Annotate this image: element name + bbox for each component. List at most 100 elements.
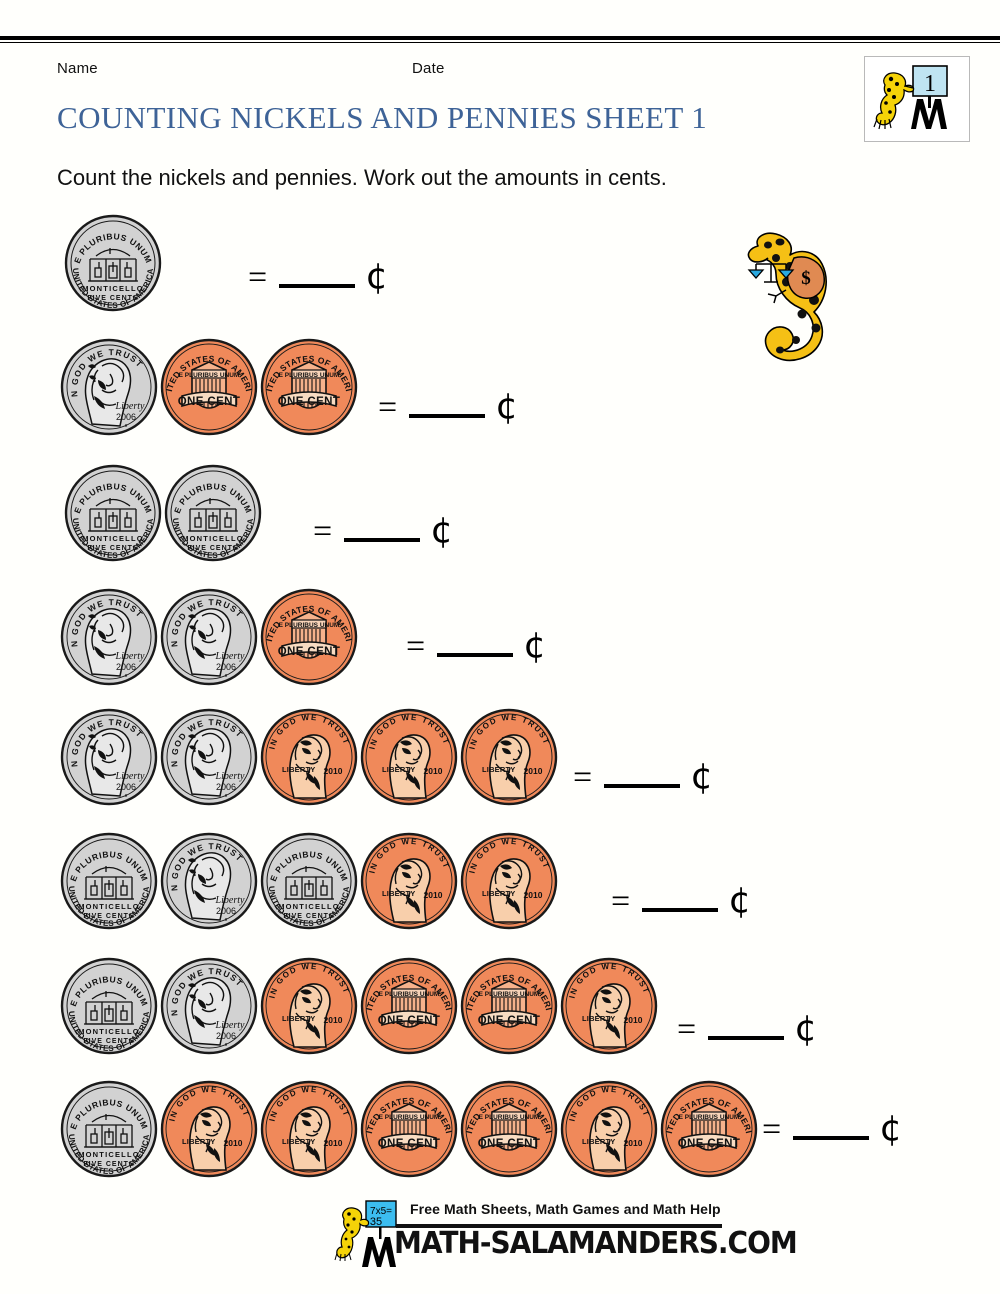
nickel-heads-coin-icon: IN GOD WE TRUST Liberty 2006 s <box>158 830 261 933</box>
nickel-tails-coin-icon: E PLURIBUS UNUM MONTICELLO FIVE CENTS UN… <box>58 955 161 1058</box>
penny-heads-coin-icon: IN GOD WE TRUST LIBERTY 2010 <box>358 706 461 809</box>
footer-salamander-logo-icon: 7x5= 35 <box>332 1197 412 1273</box>
answer-expression-6: = ¢ <box>611 882 751 919</box>
answer-blank-5[interactable] <box>604 758 681 788</box>
answer-blank-6[interactable] <box>642 882 719 912</box>
svg-text:E PLURIBUS UNUM: E PLURIBUS UNUM <box>479 1114 540 1121</box>
answer-blank-8[interactable] <box>793 1110 870 1140</box>
svg-text:LIBERTY: LIBERTY <box>382 765 415 774</box>
svg-text:LIBERTY: LIBERTY <box>282 1137 315 1146</box>
svg-text:LIBERTY: LIBERTY <box>182 1137 215 1146</box>
svg-text:FIVE CENTS: FIVE CENTS <box>83 1161 134 1168</box>
svg-text:LIBERTY: LIBERTY <box>482 765 515 774</box>
svg-text:E PLURIBUS UNUM: E PLURIBUS UNUM <box>179 372 240 379</box>
answer-expression-5: = ¢ <box>573 758 713 795</box>
equals-sign: = <box>573 759 593 796</box>
header-rule-thin <box>0 42 1000 43</box>
nickel-heads-coin-icon: IN GOD WE TRUST Liberty 2006 s <box>58 586 161 689</box>
cent-symbol: ¢ <box>430 510 454 551</box>
svg-text:Liberty: Liberty <box>215 1020 245 1031</box>
money-bag-symbol: $ <box>801 268 811 289</box>
svg-text:ONE CENT: ONE CENT <box>378 1015 441 1027</box>
svg-text:E PLURIBUS UNUM: E PLURIBUS UNUM <box>679 1114 740 1121</box>
answer-expression-7: = ¢ <box>677 1010 817 1047</box>
penny-tails-coin-icon: UNITED STATES OF AMERICA E PLURIBUS UNUM… <box>458 1078 561 1181</box>
svg-text:ONE CENT: ONE CENT <box>278 396 341 408</box>
svg-text:LIBERTY: LIBERTY <box>582 1014 615 1023</box>
svg-text:MONTICELLO: MONTICELLO <box>78 1150 140 1159</box>
svg-text:LIBERTY: LIBERTY <box>382 889 415 898</box>
svg-text:E PLURIBUS UNUM: E PLURIBUS UNUM <box>479 991 540 998</box>
svg-text:Liberty: Liberty <box>215 895 245 906</box>
coin-group: E PLURIBUS UNUM MONTICELLO FIVE CENTS UN… <box>58 830 558 933</box>
coin-group: E PLURIBUS UNUM MONTICELLO FIVE CENTS UN… <box>62 462 262 565</box>
svg-text:MONTICELLO: MONTICELLO <box>82 284 144 293</box>
answer-blank-4[interactable] <box>437 627 514 657</box>
svg-text:Liberty: Liberty <box>115 651 145 662</box>
penny-tails-coin-icon: UNITED STATES OF AMERICA E PLURIBUS UNUM… <box>158 336 261 439</box>
penny-tails-coin-icon: UNITED STATES OF AMERICA E PLURIBUS UNUM… <box>358 955 461 1058</box>
answer-blank-2[interactable] <box>409 388 486 418</box>
footer: 7x5= 35 <box>0 1195 1000 1285</box>
cent-symbol: ¢ <box>690 756 714 797</box>
name-field-label: Name <box>57 60 98 77</box>
svg-text:Liberty: Liberty <box>115 771 145 782</box>
svg-text:Liberty: Liberty <box>115 401 145 412</box>
answer-expression-3: = ¢ <box>313 512 453 549</box>
problem-row-6: E PLURIBUS UNUM MONTICELLO FIVE CENTS UN… <box>58 830 998 950</box>
svg-text:2010: 2010 <box>324 1138 343 1148</box>
svg-text:MONTICELLO: MONTICELLO <box>278 902 340 911</box>
penny-heads-coin-icon: IN GOD WE TRUST LIBERTY 2010 <box>458 706 561 809</box>
svg-text:2006: 2006 <box>216 662 236 672</box>
nickel-tails-coin-icon: E PLURIBUS UNUM MONTICELLO FIVE CENTS UN… <box>62 462 165 565</box>
cent-symbol: ¢ <box>495 386 519 427</box>
svg-text:ONE CENT: ONE CENT <box>378 1138 441 1150</box>
penny-heads-coin-icon: IN GOD WE TRUST LIBERTY 2010 <box>358 830 461 933</box>
svg-text:MONTICELLO: MONTICELLO <box>78 902 140 911</box>
svg-text:MONTICELLO: MONTICELLO <box>182 534 244 543</box>
nickel-heads-coin-icon: IN GOD WE TRUST Liberty 2006 s <box>58 706 161 809</box>
svg-text:Liberty: Liberty <box>215 771 245 782</box>
svg-text:2006: 2006 <box>116 662 136 672</box>
penny-tails-coin-icon: UNITED STATES OF AMERICA E PLURIBUS UNUM… <box>258 336 361 439</box>
answer-blank-1[interactable] <box>279 258 356 288</box>
svg-text:LIBERTY: LIBERTY <box>482 889 515 898</box>
svg-text:ONE CENT: ONE CENT <box>678 1138 741 1150</box>
svg-text:E PLURIBUS UNUM: E PLURIBUS UNUM <box>379 1114 440 1121</box>
svg-text:FIVE CENTS: FIVE CENTS <box>87 295 138 302</box>
svg-text:E PLURIBUS UNUM: E PLURIBUS UNUM <box>279 622 340 629</box>
penny-heads-coin-icon: IN GOD WE TRUST LIBERTY 2010 <box>158 1078 261 1181</box>
svg-text:ONE CENT: ONE CENT <box>478 1015 541 1027</box>
svg-text:LIBERTY: LIBERTY <box>282 765 315 774</box>
answer-expression-2: = ¢ <box>378 388 518 425</box>
footer-divider <box>396 1224 722 1228</box>
equals-sign: = <box>762 1111 782 1148</box>
svg-text:FIVE CENTS: FIVE CENTS <box>83 913 134 920</box>
cent-symbol: ¢ <box>794 1008 818 1049</box>
svg-text:2006: 2006 <box>216 782 236 792</box>
penny-heads-coin-icon: IN GOD WE TRUST LIBERTY 2010 <box>558 955 661 1058</box>
svg-text:2010: 2010 <box>424 766 443 776</box>
cent-symbol: ¢ <box>365 256 389 297</box>
equals-sign: = <box>378 389 398 426</box>
svg-text:2010: 2010 <box>324 766 343 776</box>
coin-group: E PLURIBUS UNUM MONTICELLO FIVE CENTS UN… <box>62 212 162 315</box>
answer-blank-3[interactable] <box>344 512 421 542</box>
penny-tails-coin-icon: UNITED STATES OF AMERICA E PLURIBUS UNUM… <box>258 586 361 689</box>
svg-text:2010: 2010 <box>524 766 543 776</box>
header-logo: 1 <box>864 56 970 142</box>
svg-text:FIVE CENTS: FIVE CENTS <box>87 545 138 552</box>
answer-expression-1: = ¢ <box>248 258 388 295</box>
salamander-mascot-icon: $ <box>742 228 854 368</box>
nickel-tails-coin-icon: E PLURIBUS UNUM MONTICELLO FIVE CENTS UN… <box>258 830 361 933</box>
answer-blank-7[interactable] <box>708 1010 785 1040</box>
svg-text:2010: 2010 <box>624 1015 643 1025</box>
equals-sign: = <box>677 1011 697 1048</box>
penny-heads-coin-icon: IN GOD WE TRUST LIBERTY 2010 <box>458 830 561 933</box>
penny-tails-coin-icon: UNITED STATES OF AMERICA E PLURIBUS UNUM… <box>358 1078 461 1181</box>
svg-text:MONTICELLO: MONTICELLO <box>78 1027 140 1036</box>
date-field-label: Date <box>412 60 445 77</box>
penny-heads-coin-icon: IN GOD WE TRUST LIBERTY 2010 <box>558 1078 661 1181</box>
cent-symbol: ¢ <box>879 1108 903 1149</box>
nickel-tails-coin-icon: E PLURIBUS UNUM MONTICELLO FIVE CENTS UN… <box>58 830 161 933</box>
